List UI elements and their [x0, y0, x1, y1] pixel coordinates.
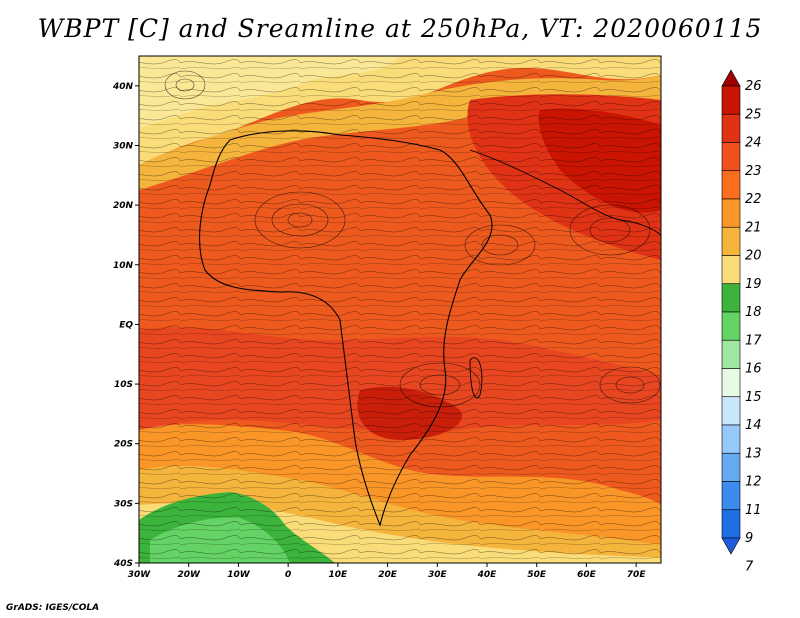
colorbar-swatch: [721, 311, 741, 341]
lon-tick-label: 30W: [128, 570, 152, 580]
colorbar-label: 25: [745, 107, 762, 122]
lat-tick-label: 30N: [113, 141, 134, 151]
colorbar-swatch: [721, 170, 741, 200]
lon-tick-label: 60E: [577, 570, 597, 580]
streamlines-overlay: [139, 56, 661, 563]
colorbar-label: 21: [745, 220, 762, 235]
colorbar-label: 17: [745, 333, 762, 348]
lon-tick-label: 10W: [227, 570, 251, 580]
colorbar-label: 9: [745, 531, 753, 546]
colorbar-swatch: [721, 226, 741, 256]
colorbar-label: 23: [745, 164, 762, 179]
lat-tick-label: 20N: [113, 201, 134, 211]
colorbar-swatch: [721, 255, 741, 285]
colorbar-swatch: [721, 396, 741, 426]
colorbar-swatch: [721, 368, 741, 398]
colorbar-label: 24: [745, 136, 762, 151]
lon-tick-label: 20E: [378, 570, 398, 580]
longitude-axis: 30W 20W 10W 0 10E 20E 30E 40E 50E 60E 70E: [128, 563, 647, 580]
lat-tick-label: 20S: [114, 440, 133, 450]
madagascar-coastline: [469, 357, 483, 399]
colorbar-label: 19: [745, 277, 762, 292]
colorbar-swatch: [721, 537, 741, 555]
colorbar-swatch: [721, 69, 741, 87]
colorbar-label: 20: [745, 249, 762, 264]
lon-tick-label: 30E: [428, 570, 448, 580]
lon-tick-label: 40E: [477, 570, 498, 580]
lat-tick-label: 30S: [114, 499, 133, 509]
colorbar-swatch: [721, 339, 741, 369]
colorbar-label: 15: [745, 390, 762, 405]
colorbar-label: 12: [745, 475, 762, 490]
colorbar-swatch: [721, 452, 741, 482]
lat-tick-label: 10N: [113, 261, 134, 271]
map-frame: [138, 55, 662, 564]
lat-tick-label: 40S: [113, 559, 133, 569]
colorbar-label: 11: [745, 503, 762, 518]
colorbar-swatch: [721, 142, 741, 172]
map-title: WBPT [C] and Sreamline at 250hPa, VT: 20…: [37, 14, 763, 43]
lat-tick-label: 40N: [112, 82, 134, 92]
lon-tick-label: 0: [285, 570, 291, 580]
colorbar-swatch: [721, 113, 741, 143]
lon-tick-label: 10E: [329, 570, 349, 580]
lon-tick-label: 70E: [627, 570, 647, 580]
colorbar-label: 18: [745, 305, 762, 320]
grads-credit: GrADS: IGES/COLA: [6, 603, 100, 613]
colorbar-swatch: [721, 283, 741, 313]
colorbar-label: 26: [745, 79, 762, 94]
colorbar-swatch: [721, 481, 741, 511]
colorbar-label: 7: [745, 559, 754, 574]
colorbar-swatch: [721, 509, 741, 539]
africa-coastline: [199, 130, 493, 527]
colorbar-swatch: [721, 424, 741, 454]
lat-tick-label: 10S: [114, 380, 133, 390]
map-panel: [139, 56, 661, 563]
colorbar-swatch: [721, 198, 741, 228]
colorbar-label: 13: [745, 446, 762, 461]
colorbar-label: 14: [745, 418, 762, 433]
lon-tick-label: 20W: [177, 570, 201, 580]
colorbar: 26 25 24 23 22 21 20 19 18 17 16 15 14 13 12 11 9 7: [721, 69, 762, 574]
lon-tick-label: 50E: [527, 570, 547, 580]
lat-tick-label: EQ: [119, 320, 133, 330]
colorbar-swatch: [721, 85, 741, 115]
latitude-axis: 40N 30N 20N 10N EQ 10S 20S 30S 40S: [112, 82, 139, 569]
colorbar-label: 16: [745, 362, 762, 377]
arabia-coastline: [469, 149, 661, 236]
colorbar-label: 22: [745, 192, 762, 207]
